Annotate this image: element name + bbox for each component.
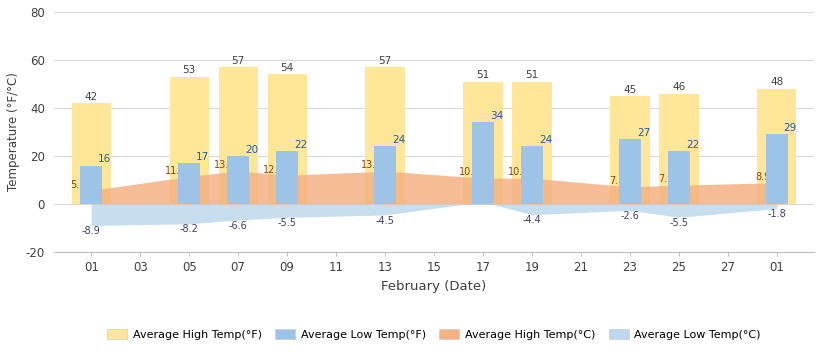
Text: 20: 20 — [245, 144, 258, 155]
Text: 57: 57 — [232, 56, 245, 66]
Text: 17: 17 — [196, 152, 209, 162]
Bar — [512, 81, 552, 204]
Text: 51: 51 — [525, 70, 539, 80]
Bar — [71, 103, 110, 204]
Text: 24: 24 — [539, 135, 552, 145]
Text: 46: 46 — [672, 82, 686, 92]
Text: 11.5: 11.5 — [165, 166, 187, 176]
Text: -8.9: -8.9 — [82, 226, 100, 236]
Text: 29: 29 — [784, 123, 797, 133]
Text: 54: 54 — [281, 63, 294, 73]
Text: 1.0: 1.0 — [476, 191, 491, 201]
Bar — [365, 67, 405, 204]
Bar — [619, 139, 641, 204]
Bar — [766, 134, 788, 204]
Legend: Average High Temp(°F), Average Low Temp(°F), Average High Temp(°C), Average Low : Average High Temp(°F), Average Low Temp(… — [103, 325, 765, 344]
Text: 48: 48 — [770, 77, 784, 87]
Text: 24: 24 — [392, 135, 405, 145]
Text: 12.0: 12.0 — [263, 165, 285, 174]
Bar — [521, 147, 543, 204]
Bar — [659, 94, 699, 204]
Text: 7.9: 7.9 — [658, 174, 673, 184]
Text: 13.7: 13.7 — [361, 160, 383, 171]
Bar — [81, 166, 102, 204]
Text: 51: 51 — [476, 70, 490, 80]
Text: -2.6: -2.6 — [621, 211, 639, 221]
Text: 22: 22 — [294, 140, 307, 150]
Bar — [757, 89, 797, 204]
Text: 7.2: 7.2 — [608, 176, 624, 186]
Bar — [227, 156, 249, 204]
Text: 27: 27 — [637, 128, 650, 138]
Text: -6.6: -6.6 — [229, 221, 247, 231]
Text: -8.2: -8.2 — [180, 224, 198, 235]
Text: 22: 22 — [686, 140, 699, 150]
Text: -5.5: -5.5 — [670, 218, 688, 228]
X-axis label: February (Date): February (Date) — [382, 280, 486, 293]
Text: 13.8: 13.8 — [214, 160, 236, 170]
Bar — [178, 163, 200, 204]
Text: 42: 42 — [85, 92, 98, 102]
Y-axis label: Temperature (°F/°C): Temperature (°F/°C) — [7, 73, 20, 191]
Bar — [218, 67, 258, 204]
Bar — [668, 151, 690, 204]
Bar — [276, 151, 298, 204]
Text: 53: 53 — [183, 66, 196, 75]
Text: 8.9: 8.9 — [756, 172, 771, 182]
Text: 16: 16 — [98, 154, 111, 164]
Text: 10.8: 10.8 — [508, 168, 530, 177]
Text: 45: 45 — [623, 85, 637, 94]
Text: 57: 57 — [378, 56, 392, 66]
Text: -5.5: -5.5 — [277, 218, 296, 228]
Text: 34: 34 — [490, 111, 503, 121]
Bar — [267, 74, 307, 204]
Text: 5.7: 5.7 — [70, 180, 85, 190]
Bar — [463, 81, 503, 204]
Bar — [374, 147, 396, 204]
Text: 10.8: 10.8 — [459, 168, 481, 177]
Bar — [610, 96, 650, 204]
Text: -1.8: -1.8 — [768, 209, 786, 219]
Text: -4.5: -4.5 — [376, 216, 394, 226]
Text: -4.4: -4.4 — [523, 215, 541, 226]
Bar — [472, 122, 494, 204]
Bar — [169, 77, 209, 204]
